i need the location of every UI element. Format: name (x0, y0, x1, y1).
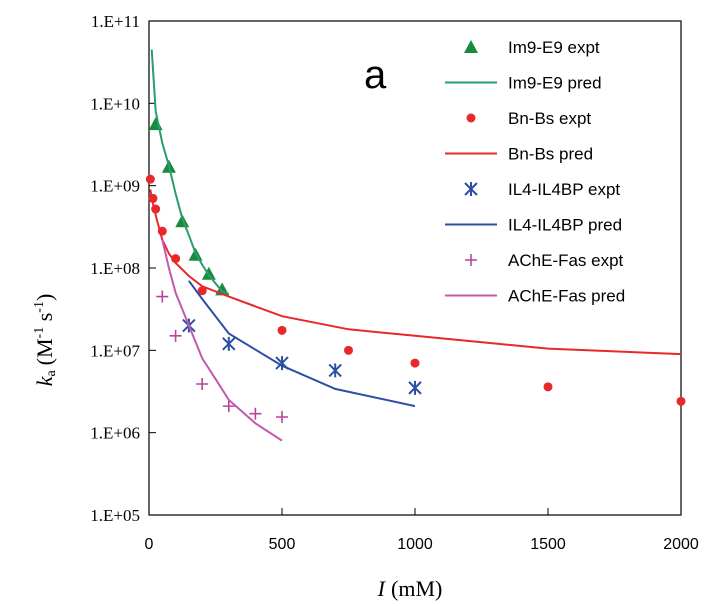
data-point-ache-fas-expt (249, 407, 262, 420)
panel-label: a (364, 53, 387, 97)
legend: Im9-E9 expt Im9-E9 pred Bn-Bs expt Bn-Bs pr… (445, 38, 625, 306)
y-tick-label: 1.E+10 (90, 94, 140, 113)
y-tick-label: 1.E+06 (90, 424, 140, 443)
x-axis-variable: I (377, 576, 387, 601)
y-axis-unit-open: (M (32, 338, 57, 365)
y-axis-unit-close: ) (32, 294, 57, 301)
legend-label: Bn-Bs pred (508, 145, 593, 164)
data-point-ache-fas-expt (156, 290, 169, 303)
data-point-ache-fas-expt (169, 329, 182, 342)
data-point-bn-bs-expt (543, 382, 553, 392)
series-il4-il4bp-pred (188, 280, 416, 408)
legend-swatch-marker (465, 254, 477, 266)
y-tick-label: 1.E+11 (91, 12, 140, 31)
plot-area (145, 49, 686, 442)
legend-swatch-marker (464, 40, 478, 53)
data-point-bn-bs-expt (145, 174, 155, 184)
series-ache-fas-expt (156, 290, 288, 423)
series-im9-e9-expt (148, 117, 230, 296)
legend-swatch-marker (466, 113, 476, 123)
x-axis-unit: (mM) (391, 576, 442, 601)
series-im9-e9-pred (150, 49, 230, 296)
y-axis-variable: k (32, 375, 57, 386)
axes: 1.E+05 1.E+06 1.E+07 1.E+08 1.E+09 1.E+10 1.E+… (90, 12, 699, 553)
legend-label: Im9-E9 pred (508, 74, 602, 93)
data-point-bn-bs-expt (197, 286, 207, 296)
legend-item-il4-il4bp-pred: IL4-IL4BP pred (445, 216, 622, 235)
data-point-ache-fas-expt (222, 400, 235, 413)
data-point-bn-bs-expt (277, 325, 287, 335)
legend-item-il4-il4bp-expt: IL4-IL4BP expt (464, 180, 620, 199)
x-axis-label: I (mM) (377, 576, 443, 601)
legend-label: IL4-IL4BP expt (508, 180, 620, 199)
legend-label: Im9-E9 expt (508, 38, 600, 57)
data-point-ache-fas-expt (196, 378, 209, 391)
legend-swatch-marker (464, 182, 478, 196)
legend-item-bn-bs-pred: Bn-Bs pred (445, 145, 593, 164)
series-line-il4-il4bp-pred (188, 280, 416, 408)
series-il4-il4bp-expt (182, 318, 422, 395)
legend-label: AChE-Fas pred (508, 287, 625, 306)
data-point-il4-il4bp-expt (328, 363, 342, 378)
series-ache-fas-pred (161, 239, 283, 442)
data-point-bn-bs-expt (676, 396, 686, 406)
y-tick-label: 1.E+08 (90, 259, 140, 278)
legend-label: AChE-Fas expt (508, 251, 624, 270)
x-tick-label: 1500 (530, 536, 566, 553)
data-point-im9-e9-expt (148, 117, 163, 131)
data-point-il4-il4bp-expt (222, 336, 236, 351)
legend-item-ache-fas-pred: AChE-Fas pred (445, 287, 625, 306)
y-axis-unit-mid: s (32, 313, 57, 327)
y-axis-exponent-2: -1 (32, 301, 47, 313)
data-point-bn-bs-expt (344, 345, 353, 355)
series-line-im9-e9-pred (150, 49, 230, 296)
y-axis-label: ka(M-1 s-1) (32, 294, 59, 387)
legend-item-im9-e9-expt: Im9-E9 expt (464, 38, 600, 57)
x-tick-label: 0 (145, 536, 154, 553)
series-bn-bs-pred (149, 189, 682, 356)
legend-label: IL4-IL4BP pred (508, 216, 622, 235)
y-tick-label: 1.E+05 (90, 506, 140, 525)
legend-item-ache-fas-expt: AChE-Fas expt (465, 251, 624, 270)
series-line-ache-fas-pred (161, 239, 283, 442)
y-tick-label: 1.E+07 (90, 341, 140, 360)
x-tick-label: 500 (269, 536, 296, 553)
data-point-ache-fas-expt (276, 410, 288, 423)
legend-item-im9-e9-pred: Im9-E9 pred (445, 74, 602, 93)
y-axis-exponent-1: -1 (32, 327, 47, 339)
y-tick-label: 1.E+09 (90, 177, 140, 196)
x-tick-label: 2000 (663, 536, 699, 553)
series-bn-bs-expt (145, 174, 686, 406)
x-tick-label: 1000 (397, 536, 433, 553)
y-axis-subscript: a (44, 370, 59, 377)
series-line-bn-bs-pred (149, 189, 682, 356)
data-point-bn-bs-expt (410, 358, 420, 368)
data-point-il4-il4bp-expt (408, 380, 422, 395)
legend-label: Bn-Bs expt (508, 109, 591, 128)
legend-item-bn-bs-expt: Bn-Bs expt (466, 109, 591, 128)
